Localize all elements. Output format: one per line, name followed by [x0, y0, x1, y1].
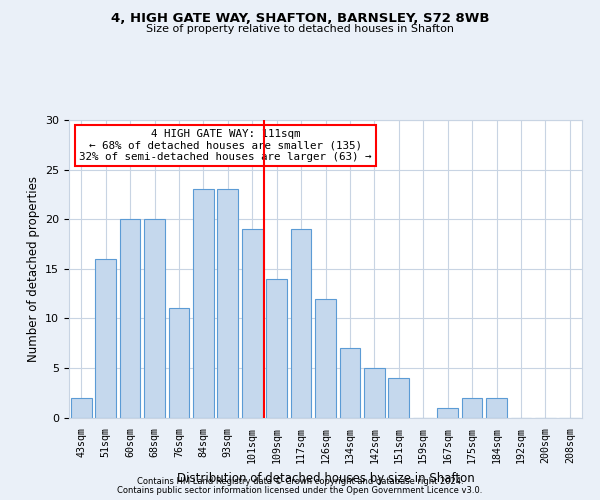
- Bar: [217, 190, 238, 418]
- Bar: [242, 229, 263, 418]
- X-axis label: Distribution of detached houses by size in Shafton: Distribution of detached houses by size …: [176, 472, 475, 484]
- Bar: [266, 278, 287, 417]
- Text: 4, HIGH GATE WAY, SHAFTON, BARNSLEY, S72 8WB: 4, HIGH GATE WAY, SHAFTON, BARNSLEY, S72…: [111, 12, 489, 26]
- Y-axis label: Number of detached properties: Number of detached properties: [26, 176, 40, 362]
- Text: Contains HM Land Registry data © Crown copyright and database right 2024.: Contains HM Land Registry data © Crown c…: [137, 477, 463, 486]
- Bar: [95, 259, 116, 418]
- Bar: [388, 378, 409, 418]
- Bar: [364, 368, 385, 418]
- Bar: [340, 348, 361, 418]
- Bar: [71, 398, 92, 417]
- Text: Size of property relative to detached houses in Shafton: Size of property relative to detached ho…: [146, 24, 454, 34]
- Bar: [461, 398, 482, 417]
- Bar: [144, 219, 165, 418]
- Bar: [169, 308, 190, 418]
- Bar: [193, 190, 214, 418]
- Bar: [315, 298, 336, 418]
- Text: 4 HIGH GATE WAY: 111sqm
← 68% of detached houses are smaller (135)
32% of semi-d: 4 HIGH GATE WAY: 111sqm ← 68% of detache…: [79, 129, 372, 162]
- Bar: [290, 229, 311, 418]
- Bar: [119, 219, 140, 418]
- Bar: [486, 398, 507, 417]
- Bar: [437, 408, 458, 418]
- Text: Contains public sector information licensed under the Open Government Licence v3: Contains public sector information licen…: [118, 486, 482, 495]
